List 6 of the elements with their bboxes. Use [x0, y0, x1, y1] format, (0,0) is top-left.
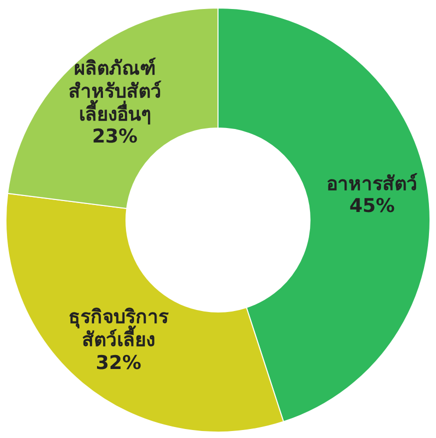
data-label: 23% — [91, 126, 139, 149]
slice-label: อาหารสัตว์ — [326, 172, 419, 196]
data-label: 32% — [94, 352, 142, 374]
slice-label: ธุรกิจบริการสัตว์เลี้ยง — [68, 306, 170, 352]
slice-label: ผลิตภัณฑ์สำหรับสัตว์เลี้ยงอื่นๆ — [67, 57, 162, 126]
data-label: 45% — [348, 196, 396, 218]
